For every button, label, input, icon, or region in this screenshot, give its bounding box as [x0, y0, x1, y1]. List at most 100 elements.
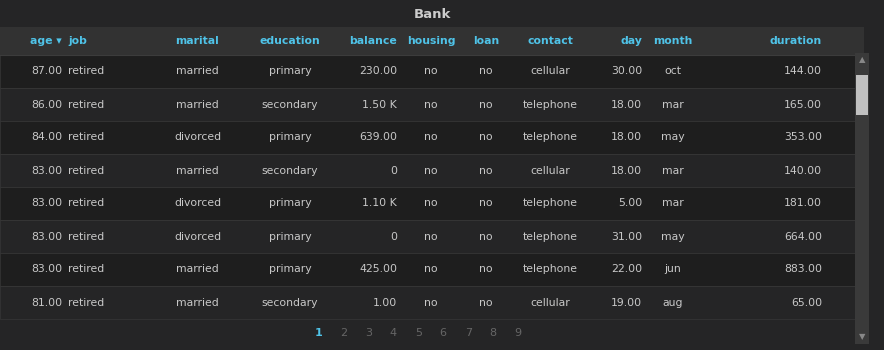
Bar	[0, 286, 864, 319]
Text: 18.00: 18.00	[611, 99, 642, 110]
Text: 30.00: 30.00	[611, 66, 642, 77]
Text: secondary: secondary	[262, 99, 318, 110]
Text: no: no	[479, 99, 492, 110]
Text: divorced: divorced	[174, 133, 221, 142]
Text: telephone: telephone	[522, 265, 577, 274]
Text: no: no	[479, 198, 492, 209]
Text: 2: 2	[339, 328, 347, 338]
Text: retired: retired	[68, 66, 104, 77]
Text: 425.00: 425.00	[359, 265, 397, 274]
Text: retired: retired	[68, 133, 104, 142]
Bar	[855, 65, 869, 330]
Text: married: married	[176, 166, 219, 175]
Text: retired: retired	[68, 166, 104, 175]
Text: 0: 0	[390, 166, 397, 175]
Text: 883.00: 883.00	[784, 265, 822, 274]
Text: retired: retired	[68, 265, 104, 274]
Text: day: day	[620, 36, 642, 46]
Text: no: no	[424, 231, 438, 242]
Text: aug: aug	[662, 298, 682, 308]
Text: telephone: telephone	[522, 198, 577, 209]
Bar	[0, 27, 864, 55]
Text: may: may	[660, 231, 684, 242]
Text: no: no	[424, 298, 438, 308]
Text: ▼: ▼	[858, 332, 865, 342]
Text: 83.00: 83.00	[31, 166, 62, 175]
Text: mar: mar	[661, 99, 683, 110]
Bar	[855, 330, 869, 344]
Text: 18.00: 18.00	[611, 166, 642, 175]
Text: 1.00: 1.00	[373, 298, 397, 308]
Text: 65.00: 65.00	[791, 298, 822, 308]
Text: 84.00: 84.00	[31, 133, 62, 142]
Text: retired: retired	[68, 231, 104, 242]
Text: 140.00: 140.00	[784, 166, 822, 175]
Text: 1.50 K: 1.50 K	[362, 99, 397, 110]
Text: 9: 9	[514, 328, 522, 338]
Text: loan: loan	[473, 36, 499, 46]
Text: primary: primary	[269, 66, 311, 77]
Text: no: no	[424, 166, 438, 175]
Text: oct: oct	[664, 66, 681, 77]
Text: 230.00: 230.00	[359, 66, 397, 77]
Bar	[0, 220, 864, 253]
Text: telephone: telephone	[522, 99, 577, 110]
Text: ▲: ▲	[858, 56, 865, 64]
Bar	[856, 75, 868, 115]
Text: 144.00: 144.00	[784, 66, 822, 77]
Text: telephone: telephone	[522, 231, 577, 242]
Text: 81.00: 81.00	[31, 298, 62, 308]
Text: 83.00: 83.00	[31, 265, 62, 274]
Text: 4: 4	[390, 328, 397, 338]
Text: mar: mar	[661, 166, 683, 175]
Text: 1.10 K: 1.10 K	[362, 198, 397, 209]
Text: married: married	[176, 99, 219, 110]
Text: cellular: cellular	[530, 298, 570, 308]
Text: married: married	[176, 66, 219, 77]
Text: 181.00: 181.00	[784, 198, 822, 209]
Text: cellular: cellular	[530, 166, 570, 175]
Text: may: may	[660, 133, 684, 142]
Bar	[0, 121, 864, 154]
Text: 22.00: 22.00	[611, 265, 642, 274]
Text: 5.00: 5.00	[618, 198, 642, 209]
Text: 3: 3	[365, 328, 372, 338]
Text: 664.00: 664.00	[784, 231, 822, 242]
Text: no: no	[479, 133, 492, 142]
Text: age ▾: age ▾	[30, 36, 62, 46]
Text: secondary: secondary	[262, 166, 318, 175]
Text: no: no	[424, 198, 438, 209]
Text: primary: primary	[269, 265, 311, 274]
Text: 18.00: 18.00	[611, 133, 642, 142]
Text: no: no	[424, 66, 438, 77]
Bar	[855, 53, 869, 67]
Text: retired: retired	[68, 99, 104, 110]
Bar	[0, 88, 864, 121]
Text: Bank: Bank	[414, 8, 451, 21]
Text: 353.00: 353.00	[784, 133, 822, 142]
Bar	[0, 187, 864, 220]
Text: 87.00: 87.00	[31, 66, 62, 77]
Text: divorced: divorced	[174, 231, 221, 242]
Text: 19.00: 19.00	[611, 298, 642, 308]
Text: month: month	[652, 36, 692, 46]
Text: jun: jun	[664, 265, 681, 274]
Text: primary: primary	[269, 231, 311, 242]
Bar	[0, 253, 864, 286]
Text: retired: retired	[68, 298, 104, 308]
Text: married: married	[176, 265, 219, 274]
Text: 639.00: 639.00	[359, 133, 397, 142]
Text: no: no	[424, 99, 438, 110]
Text: retired: retired	[68, 198, 104, 209]
Text: primary: primary	[269, 198, 311, 209]
Text: duration: duration	[770, 36, 822, 46]
Text: cellular: cellular	[530, 66, 570, 77]
Bar	[0, 55, 864, 88]
Text: married: married	[176, 298, 219, 308]
Text: no: no	[479, 298, 492, 308]
Text: 83.00: 83.00	[31, 231, 62, 242]
Text: mar: mar	[661, 198, 683, 209]
Text: marital: marital	[176, 36, 219, 46]
Text: no: no	[479, 166, 492, 175]
Text: 0: 0	[390, 231, 397, 242]
